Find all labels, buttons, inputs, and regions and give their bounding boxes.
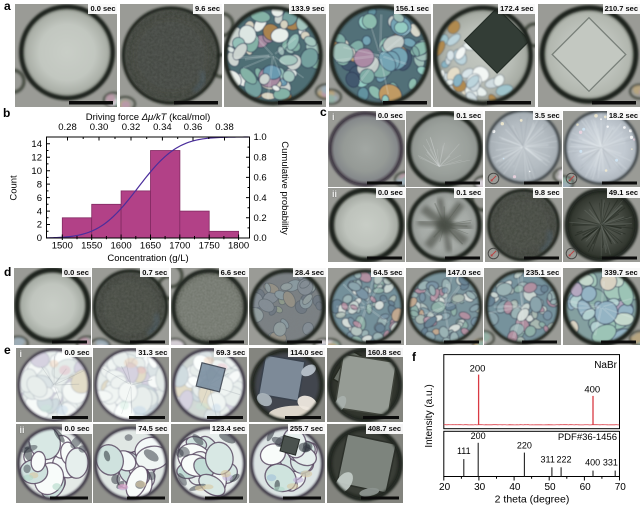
- svg-text:1600: 1600: [111, 241, 132, 252]
- svg-text:1800: 1800: [228, 241, 249, 252]
- svg-text:0.36: 0.36: [184, 122, 203, 133]
- svg-text:1650: 1650: [140, 241, 161, 252]
- svg-text:0.30: 0.30: [90, 122, 109, 133]
- svg-text:4: 4: [37, 206, 42, 217]
- svg-text:1.0: 1.0: [254, 132, 267, 143]
- svg-text:NaBr: NaBr: [594, 360, 617, 371]
- svg-text:331: 331: [603, 457, 618, 467]
- svg-text:14: 14: [31, 139, 42, 150]
- svg-text:111: 111: [457, 446, 471, 456]
- svg-text:50: 50: [544, 482, 556, 493]
- svg-text:0: 0: [37, 233, 42, 244]
- svg-text:10: 10: [31, 166, 42, 177]
- svg-text:60: 60: [580, 482, 592, 493]
- svg-text:30: 30: [474, 482, 486, 493]
- svg-text:0.28: 0.28: [58, 122, 77, 133]
- svg-text:Intensity (a.u.): Intensity (a.u.): [424, 384, 435, 447]
- svg-text:Count: Count: [9, 175, 20, 201]
- svg-text:40: 40: [509, 482, 521, 493]
- svg-text:200: 200: [470, 363, 486, 374]
- svg-text:0.6: 0.6: [254, 173, 267, 184]
- svg-text:20: 20: [439, 482, 451, 493]
- svg-text:400: 400: [585, 457, 600, 467]
- svg-text:0.32: 0.32: [122, 122, 141, 133]
- svg-text:0.0: 0.0: [254, 233, 267, 244]
- svg-text:1750: 1750: [199, 241, 220, 252]
- svg-text:0.4: 0.4: [254, 193, 267, 204]
- svg-text:2 theta (degree): 2 theta (degree): [495, 494, 570, 506]
- svg-text:0.34: 0.34: [153, 122, 172, 133]
- svg-text:1550: 1550: [81, 241, 102, 252]
- svg-text:12: 12: [31, 152, 42, 163]
- svg-text:70: 70: [615, 482, 627, 493]
- svg-text:222: 222: [556, 454, 571, 464]
- svg-text:400: 400: [584, 385, 600, 396]
- svg-text:8: 8: [37, 179, 42, 190]
- svg-text:Cumulative probability: Cumulative probability: [279, 141, 290, 235]
- svg-text:0.2: 0.2: [254, 213, 267, 224]
- svg-text:Concentration (g/L): Concentration (g/L): [107, 253, 188, 264]
- svg-text:311: 311: [541, 454, 555, 464]
- svg-text:PDF#36-1456: PDF#36-1456: [558, 432, 617, 443]
- svg-text:1500: 1500: [52, 241, 73, 252]
- svg-text:0.38: 0.38: [215, 122, 234, 133]
- svg-text:1700: 1700: [169, 241, 190, 252]
- svg-text:6: 6: [37, 193, 42, 204]
- svg-text:2: 2: [37, 220, 42, 231]
- svg-text:220: 220: [517, 440, 532, 450]
- svg-text:200: 200: [471, 431, 486, 441]
- svg-text:0.8: 0.8: [254, 152, 267, 163]
